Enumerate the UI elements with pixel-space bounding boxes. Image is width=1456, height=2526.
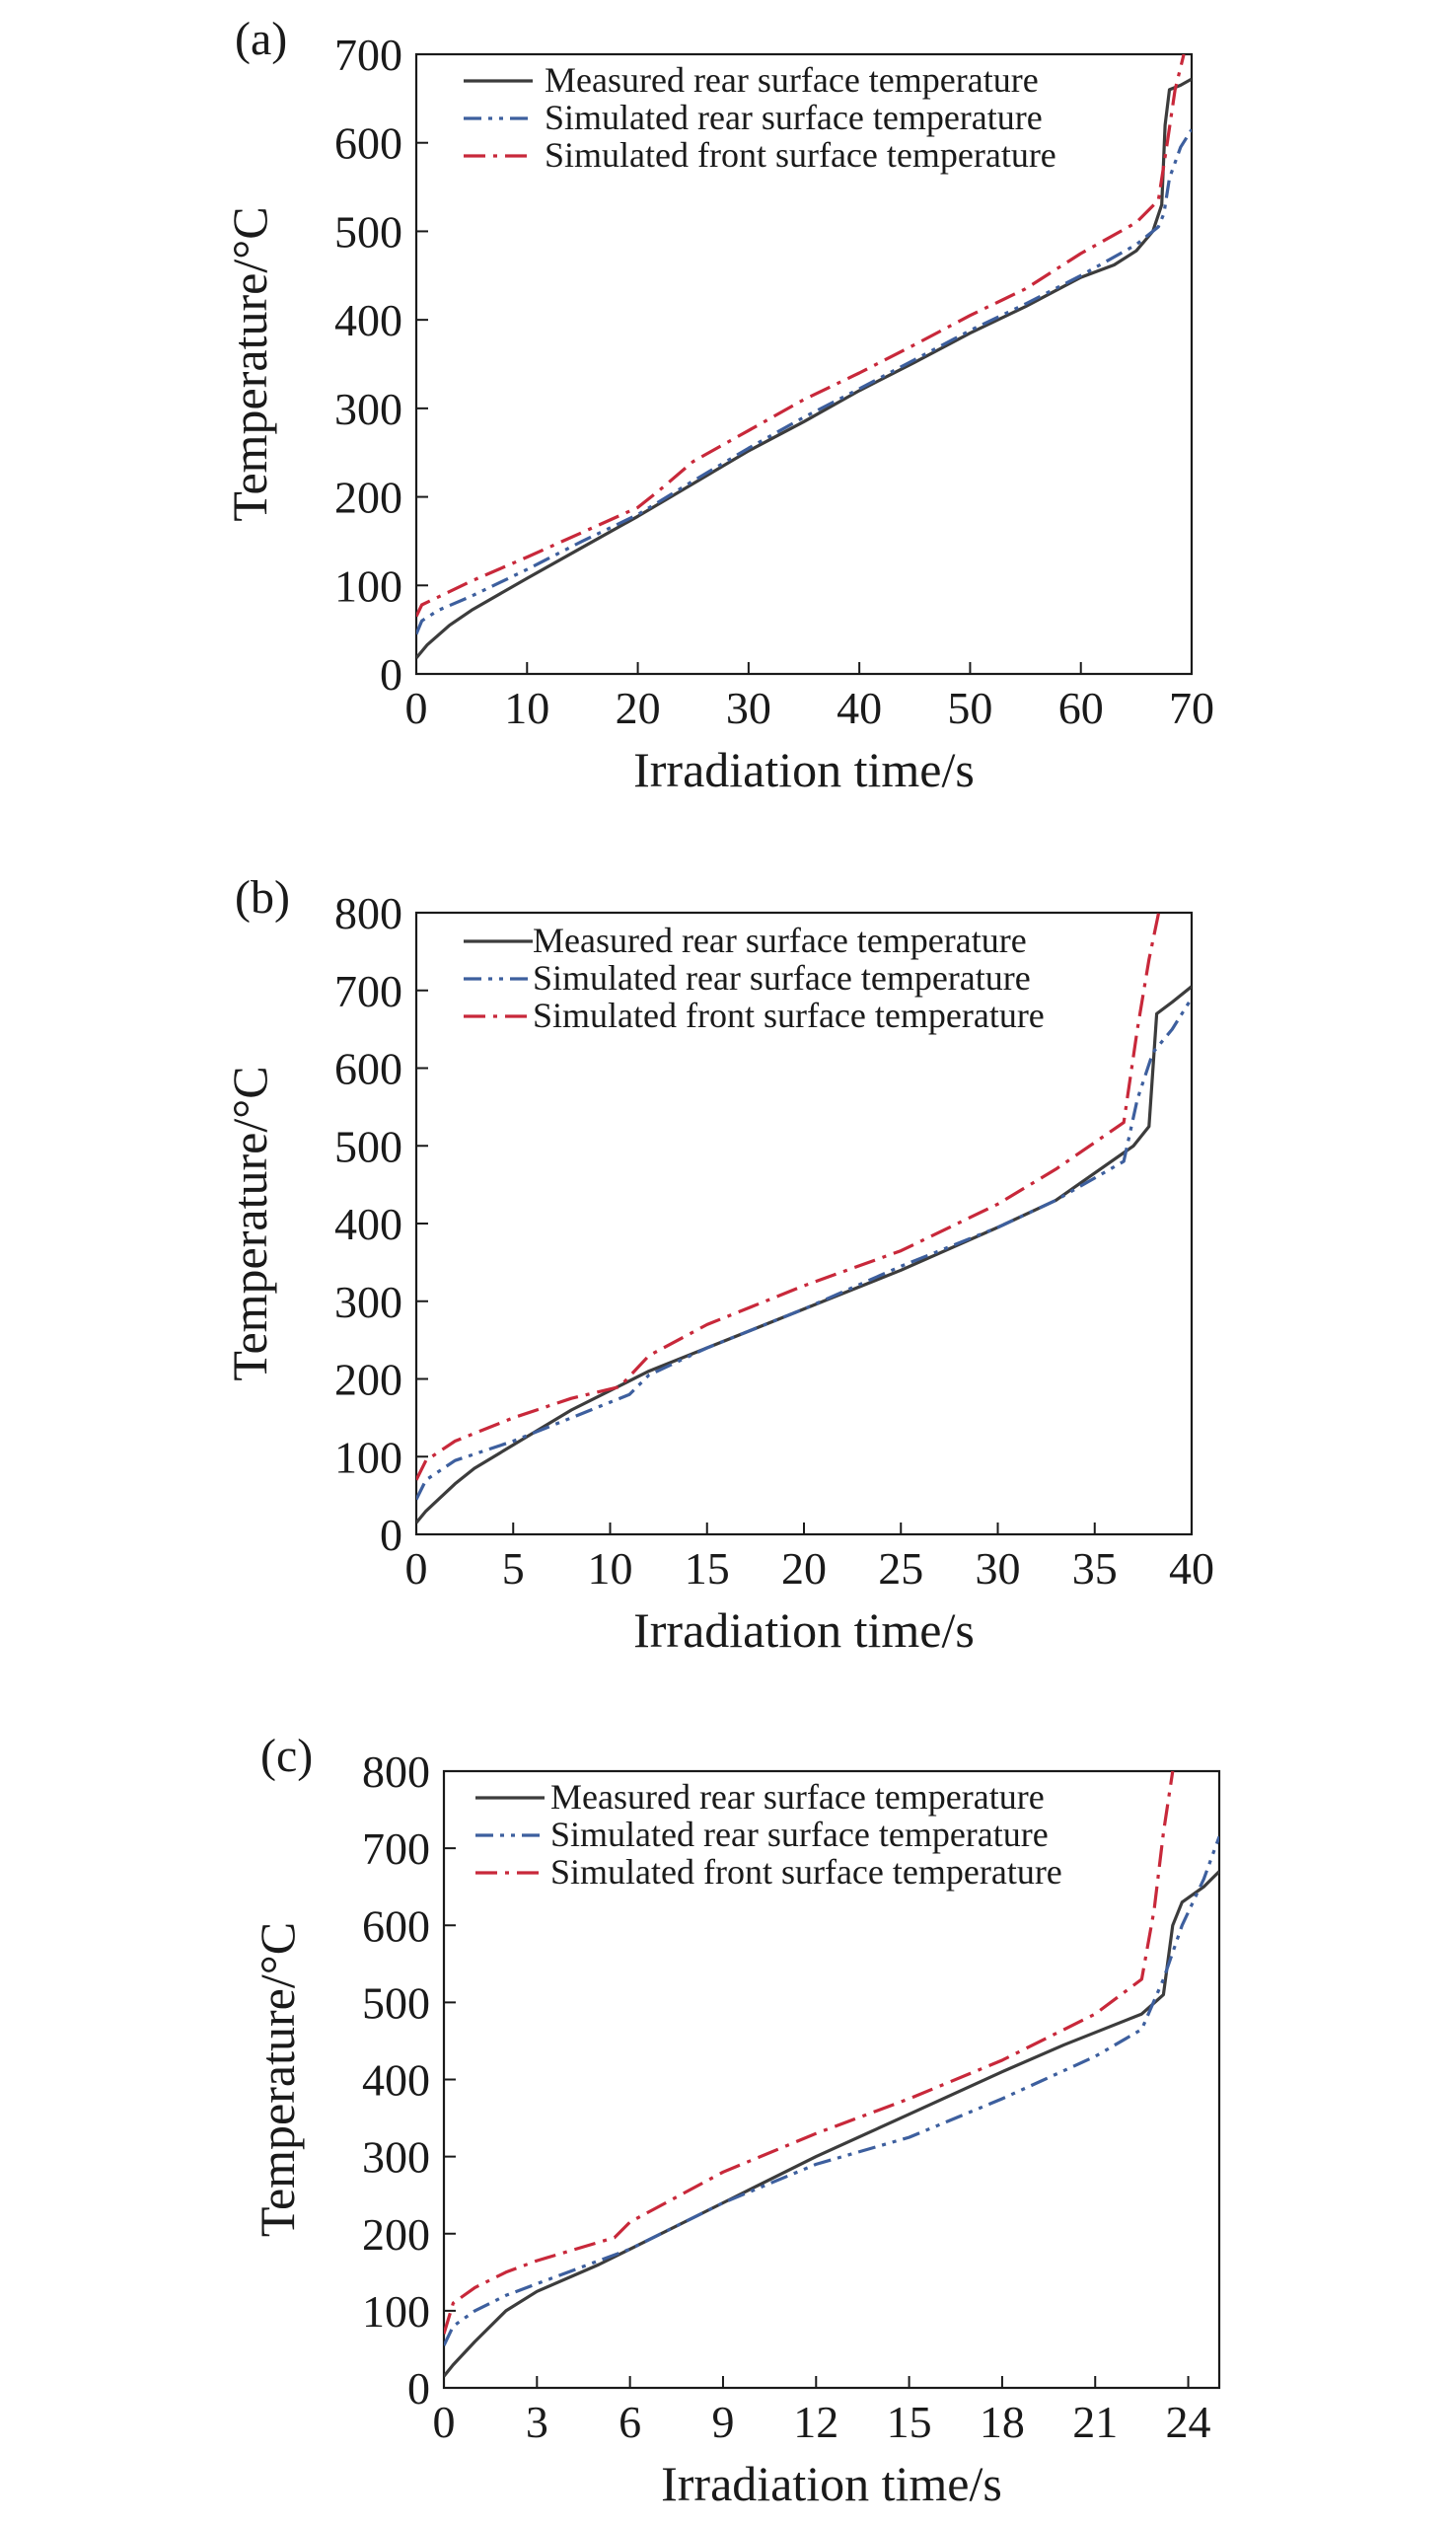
x-tick-label: 40: [1169, 1543, 1214, 1594]
legend: Measured rear surface temperatureSimulat…: [464, 921, 1045, 1035]
y-axis-title: Temperature/°C: [222, 1066, 277, 1380]
chart-panel-b: 0 5 10 15 20 25 30 35 40010020030040050060070080…: [222, 871, 1214, 1658]
x-tick-label: 25: [878, 1543, 923, 1594]
panel-label: (b): [235, 871, 290, 924]
y-tick-label: 500: [334, 206, 402, 257]
x-tick-label: 10: [504, 683, 549, 733]
chart-panel-a: 0 10 20 30 40 50 60 700100200300400500600700Irr…: [222, 13, 1214, 797]
x-tick-label: 10: [588, 1543, 633, 1594]
plot-frame: [414, 52, 1194, 676]
series-line-simulated-front: [444, 1771, 1175, 2335]
legend-entry: Measured rear surface temperature: [545, 60, 1039, 100]
legend-entry: Simulated front surface temperature: [533, 996, 1045, 1035]
series-line-measured: [444, 1870, 1219, 2378]
legend-entry: Simulated rear surface temperature: [533, 958, 1031, 998]
x-tick-label: 0: [405, 1543, 428, 1594]
series-line-simulated-front: [416, 54, 1186, 618]
y-tick-label: 0: [380, 1510, 402, 1560]
x-tick-label: 5: [502, 1543, 525, 1594]
x-tick-label: 12: [793, 2397, 838, 2447]
x-tick-label: 21: [1072, 2397, 1118, 2447]
y-tick-label: 200: [334, 1355, 402, 1405]
series-line-simulated-front: [416, 913, 1161, 1481]
series-line-simulated-rear: [444, 1835, 1219, 2346]
panel-label: (c): [260, 1730, 313, 1782]
x-tick-label: 35: [1072, 1543, 1118, 1594]
x-tick-label: 20: [616, 683, 661, 733]
legend-entry: Simulated rear surface temperature: [545, 98, 1043, 137]
x-tick-label: 60: [1058, 683, 1104, 733]
y-tick-label: 800: [362, 1746, 430, 1797]
x-tick-label: 50: [947, 683, 992, 733]
y-axis-title: Temperature/°C: [250, 1922, 305, 2237]
legend: Measured rear surface temperatureSimulat…: [475, 1777, 1062, 1892]
y-tick-label: 100: [334, 560, 402, 611]
x-tick-label: 30: [976, 1543, 1021, 1594]
x-tick-label: 15: [887, 2397, 932, 2447]
y-tick-label: 0: [407, 2363, 430, 2414]
x-tick-label: 3: [526, 2397, 548, 2447]
y-tick-label: 300: [362, 2132, 430, 2183]
x-tick-label: 40: [837, 683, 882, 733]
x-tick-label: 18: [980, 2397, 1025, 2447]
y-tick-label: 700: [362, 1823, 430, 1874]
x-axis-title: Irradiation time/s: [633, 742, 975, 797]
series-line-simulated-rear: [416, 128, 1192, 635]
y-tick-label: 600: [362, 1900, 430, 1951]
y-axis-title: Temperature/°C: [222, 206, 277, 521]
x-tick-label: 9: [711, 2397, 734, 2447]
y-tick-label: 600: [334, 1044, 402, 1094]
chart-panel-c: 0 3 6 9 12 15 18 21 24 0 100 200 300 400 500 600 700 800 I…: [250, 1730, 1221, 2511]
y-tick-label: 400: [334, 295, 402, 345]
legend-entry: Simulated front surface temperature: [545, 135, 1056, 175]
legend-entry: Simulated front surface temperature: [550, 1852, 1062, 1892]
x-tick-label: 15: [685, 1543, 730, 1594]
x-axis-title: Irradiation time/s: [661, 2456, 1002, 2511]
x-tick-label: 0: [433, 2397, 456, 2447]
legend-entry: Measured rear surface temperature: [533, 921, 1027, 960]
panel-label: (a): [235, 13, 287, 65]
y-tick-label: 300: [334, 384, 402, 434]
y-tick-label: 500: [334, 1121, 402, 1171]
y-tick-label: 300: [334, 1277, 402, 1327]
x-tick-label: 6: [619, 2397, 641, 2447]
y-tick-label: 700: [334, 30, 402, 80]
legend-entry: Simulated rear surface temperature: [550, 1815, 1049, 1854]
legend: Measured rear surface temperatureSimulat…: [464, 60, 1056, 175]
x-tick-label: 70: [1169, 683, 1214, 733]
legend-entry: Measured rear surface temperature: [550, 1777, 1045, 1817]
series-line-measured: [416, 985, 1192, 1524]
y-tick-label: 400: [334, 1199, 402, 1249]
x-tick-label: 0: [405, 683, 428, 733]
x-tick-label: 24: [1166, 2397, 1211, 2447]
y-tick-label: 200: [362, 2209, 430, 2260]
x-axis-title: Irradiation time/s: [633, 1602, 975, 1658]
x-tick-label: 20: [781, 1543, 827, 1594]
y-tick-label: 200: [334, 473, 402, 523]
y-tick-label: 500: [362, 1977, 430, 2028]
y-tick-label: 0: [380, 649, 402, 700]
y-tick-label: 400: [362, 2055, 430, 2106]
y-tick-label: 100: [334, 1432, 402, 1482]
y-tick-label: 100: [362, 2286, 430, 2337]
y-tick-label: 700: [334, 966, 402, 1016]
series-line-simulated-rear: [416, 997, 1192, 1501]
y-tick-label: 600: [334, 118, 402, 169]
x-tick-label: 30: [726, 683, 771, 733]
y-tick-label: 800: [334, 888, 402, 938]
